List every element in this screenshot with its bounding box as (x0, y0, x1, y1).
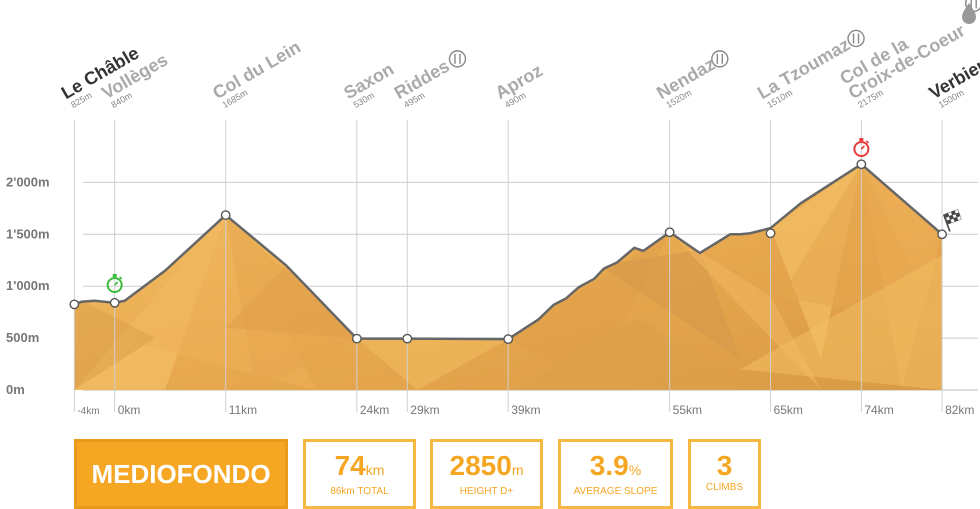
x-tick-label: 65km (774, 403, 803, 417)
distance-value: 74 (334, 450, 366, 481)
profile-facet (740, 255, 943, 390)
climbs-value: 3 (716, 450, 733, 481)
x-tick-label: 11km (229, 403, 257, 417)
x-tick-label: 0km (118, 403, 141, 417)
x-tick-label: 74km (864, 403, 893, 417)
category-badge: MEDIOFONDO (74, 439, 288, 509)
height-stat: 2850m HEIGHT D+ (430, 439, 543, 509)
height-label: HEIGHT D+ (459, 486, 514, 497)
x-axis: -4km 0km 11km 24km 29km 39km 55km 65km 74km 82km (77, 403, 974, 417)
y-tick-label: 1'000m (6, 278, 50, 293)
slope-unit: % (628, 462, 642, 478)
climbs-stat: 3 CLIMBS (688, 439, 761, 509)
slope-stat: 3.9% AVERAGE SLOPE (558, 439, 673, 509)
y-tick-label: 1'500m (6, 226, 50, 241)
location-point (765, 228, 776, 239)
x-tick-label: 29km (410, 403, 439, 417)
y-tick-label: 500m (6, 330, 39, 345)
fork-knife-icon (847, 29, 865, 48)
location-point (402, 333, 413, 344)
climbs-label: CLIMBS (705, 482, 744, 493)
water-drop-icon (962, 3, 976, 24)
profile-facet (669, 232, 821, 390)
location-point (69, 299, 80, 310)
location-point (937, 229, 947, 240)
profile-facets (74, 164, 943, 390)
x-tick-label: 24km (360, 403, 389, 417)
fork-knife-icon (448, 50, 467, 68)
location-point (109, 297, 120, 308)
stopwatch-icon (853, 138, 870, 157)
elevation-profile-chart: 0m 500m 1'000m 1'500m 2'000m -4km 0km 11km 24km… (6, 0, 980, 417)
height-unit: m (511, 462, 524, 478)
profile-facet (518, 317, 741, 390)
x-tick-label: 82km (945, 403, 974, 417)
location-name: Col du Lein (209, 37, 304, 103)
y-axis: 0m 500m 1'000m 1'500m 2'000m (6, 174, 50, 397)
distance-unit: km (365, 462, 385, 478)
location-point (664, 227, 675, 238)
stopwatch-icon (106, 274, 123, 293)
fork-knife-icon (711, 50, 729, 68)
x-tick-label: 39km (511, 403, 540, 417)
y-tick-label: 0m (6, 382, 25, 397)
distance-label: 86km TOTAL (330, 486, 389, 497)
location-name: La Tzoumaz (754, 34, 853, 103)
location-point (503, 334, 514, 345)
profile-line (73, 162, 943, 341)
location-point (351, 333, 362, 344)
category-label: MEDIOFONDO (91, 459, 271, 489)
location-lines (73, 120, 943, 412)
location-points (69, 159, 947, 345)
profile-facet (225, 265, 357, 339)
slope-label: AVERAGE SLOPE (573, 486, 658, 497)
route-icons (106, 3, 976, 293)
location-point (220, 210, 231, 220)
height-value: 2850 (449, 450, 512, 481)
distance-stat: 74km 86km TOTAL (303, 439, 416, 509)
profile-outline (73, 162, 943, 341)
profile-facet (356, 338, 509, 390)
x-tick-label: 55km (673, 403, 702, 417)
y-tick-label: 2'000m (6, 174, 50, 189)
x-tick-label: -4km (77, 406, 99, 417)
slope-value: 3.9 (589, 450, 629, 481)
location-point (856, 159, 867, 170)
checkered-flag-icon (942, 209, 962, 232)
